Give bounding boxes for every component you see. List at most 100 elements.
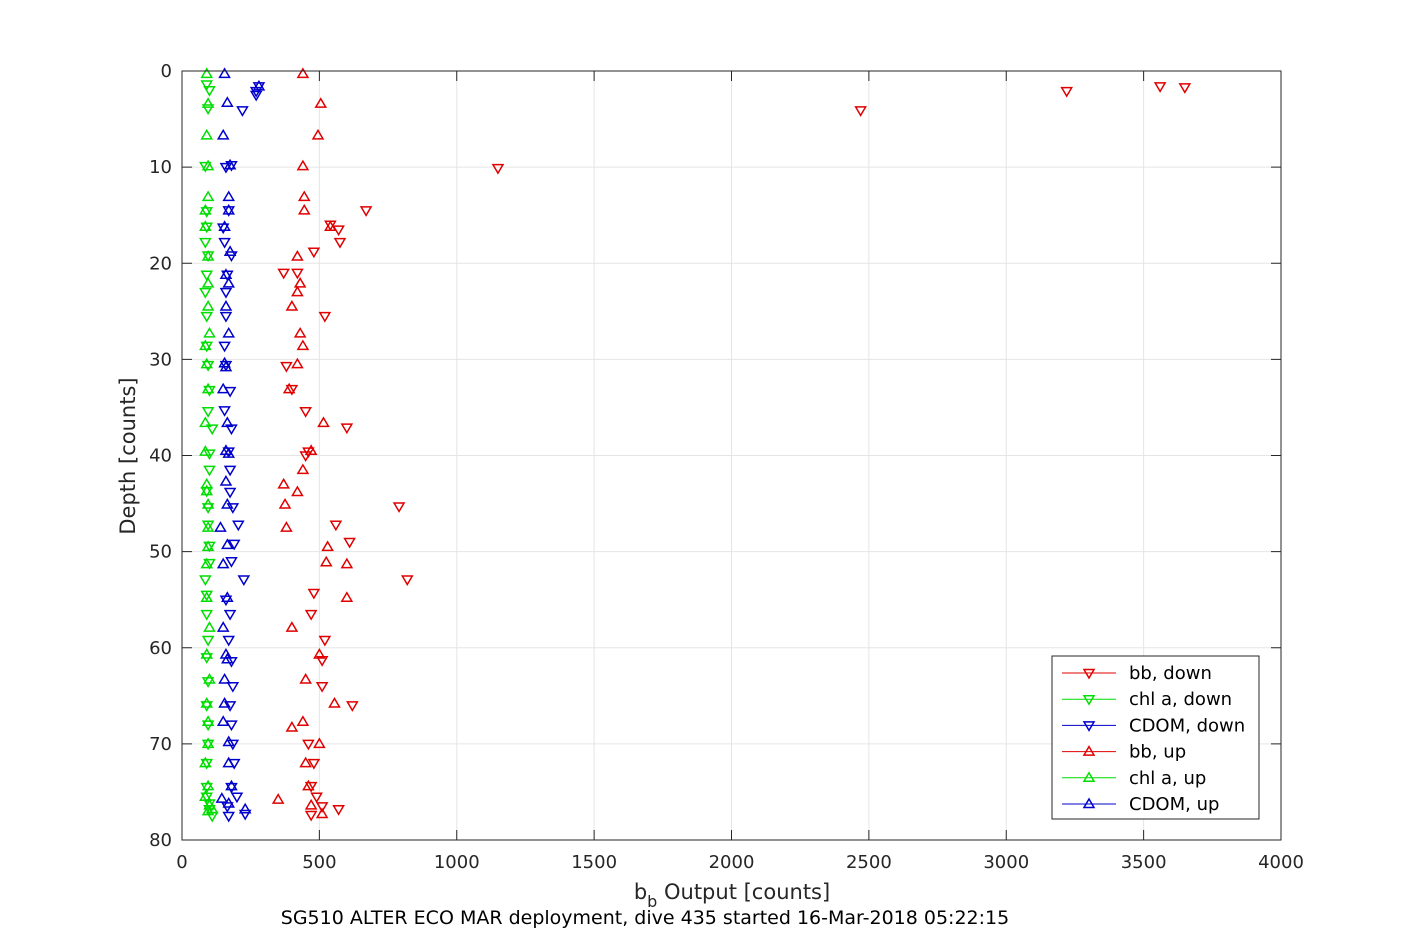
y-tick-label: 20 (149, 253, 172, 274)
data-point (223, 245, 237, 256)
y-tick-label: 80 (149, 830, 172, 851)
data-point (328, 697, 341, 708)
data-point (299, 672, 312, 684)
data-point (203, 621, 216, 632)
legend-entry: chl a, up (1062, 768, 1206, 789)
legend-marker (1082, 771, 1096, 783)
data-point (201, 540, 215, 552)
data-point (333, 237, 347, 249)
data-point (200, 484, 214, 496)
data-point (223, 465, 237, 477)
data-point (200, 697, 214, 708)
x-tick-label: 3500 (1121, 852, 1167, 873)
data-point (201, 104, 215, 115)
data-point (285, 621, 299, 632)
data-point (296, 67, 310, 79)
data-point (314, 97, 328, 108)
data-point (203, 449, 216, 461)
data-point (201, 739, 215, 751)
data-point (230, 792, 244, 804)
data-point (199, 161, 212, 173)
data-point (346, 701, 359, 712)
legend-entry: CDOM, down (1062, 715, 1245, 736)
data-point (222, 190, 236, 202)
data-point (201, 635, 215, 647)
data-point (221, 591, 234, 603)
figure-caption: SG510 ALTER ECO MAR deployment, dive 435… (281, 907, 1009, 929)
data-point (218, 220, 231, 231)
x-tick-label: 3000 (983, 852, 1029, 873)
data-point (304, 798, 318, 810)
legend-label: bb, up (1129, 742, 1186, 763)
data-point (297, 203, 311, 215)
data-point (219, 360, 233, 372)
data-point (278, 498, 292, 509)
data-point (225, 556, 238, 568)
data-point (315, 681, 329, 693)
data-point (201, 276, 215, 288)
y-tick-label: 40 (149, 446, 172, 467)
data-point (249, 90, 263, 102)
data-point (238, 802, 252, 814)
grid (182, 71, 1281, 840)
data-point (307, 758, 321, 770)
y-tick-label: 50 (149, 542, 172, 563)
x-axis-label-rest: Output [counts] (657, 880, 830, 904)
data-point (324, 220, 337, 231)
legend-entry: chl a, down (1062, 689, 1232, 710)
data-point (203, 541, 216, 553)
data-point (200, 80, 214, 91)
y-tick-label: 60 (149, 638, 172, 659)
data-point (216, 715, 230, 727)
data-point (218, 697, 231, 708)
data-point (216, 557, 230, 569)
data-point (205, 424, 219, 436)
data-point (310, 792, 323, 804)
data-point (201, 715, 215, 727)
data-point (223, 158, 237, 170)
data-point (329, 520, 343, 532)
data-point (293, 276, 307, 288)
x-tick-labels: 0 500 1000 1500 2000 2500 3000 3500 4000 (176, 852, 1304, 873)
data-point (200, 609, 214, 621)
legend-label: CDOM, down (1129, 715, 1245, 736)
data-point (232, 520, 245, 532)
data-point (199, 756, 212, 768)
data-point (1060, 86, 1074, 98)
data-point (222, 203, 236, 215)
data-point (291, 268, 304, 280)
data-point (1153, 82, 1167, 93)
data-point (218, 341, 231, 353)
data-point (222, 635, 236, 647)
data-point (225, 779, 238, 791)
data-point (319, 555, 333, 567)
data-point (203, 804, 216, 816)
data-point (201, 407, 215, 418)
legend-marker (1082, 694, 1096, 706)
data-point (203, 85, 216, 97)
data-point (299, 756, 312, 768)
data-point (296, 339, 310, 351)
data-point (218, 672, 231, 684)
x-axis-label-main: b (634, 880, 647, 904)
data-point (313, 647, 326, 659)
legend-entry: bb, up (1062, 742, 1186, 763)
x-tick-label: 2000 (709, 852, 755, 873)
x-tick-label: 2500 (846, 852, 892, 873)
data-point (201, 250, 215, 261)
legend-marker (1082, 668, 1096, 680)
data-point (285, 721, 299, 732)
legend-box (1051, 655, 1260, 820)
data-point (400, 575, 414, 586)
data-point (291, 357, 304, 369)
data-point (205, 802, 219, 814)
data-point (218, 356, 231, 368)
data-point (225, 782, 238, 794)
data-point (219, 474, 233, 486)
data-point (315, 655, 329, 667)
data-point (313, 737, 326, 749)
data-point (222, 796, 236, 808)
axis-ticks (181, 70, 1282, 841)
x-tick-label: 1000 (434, 852, 480, 873)
data-point (223, 609, 237, 621)
